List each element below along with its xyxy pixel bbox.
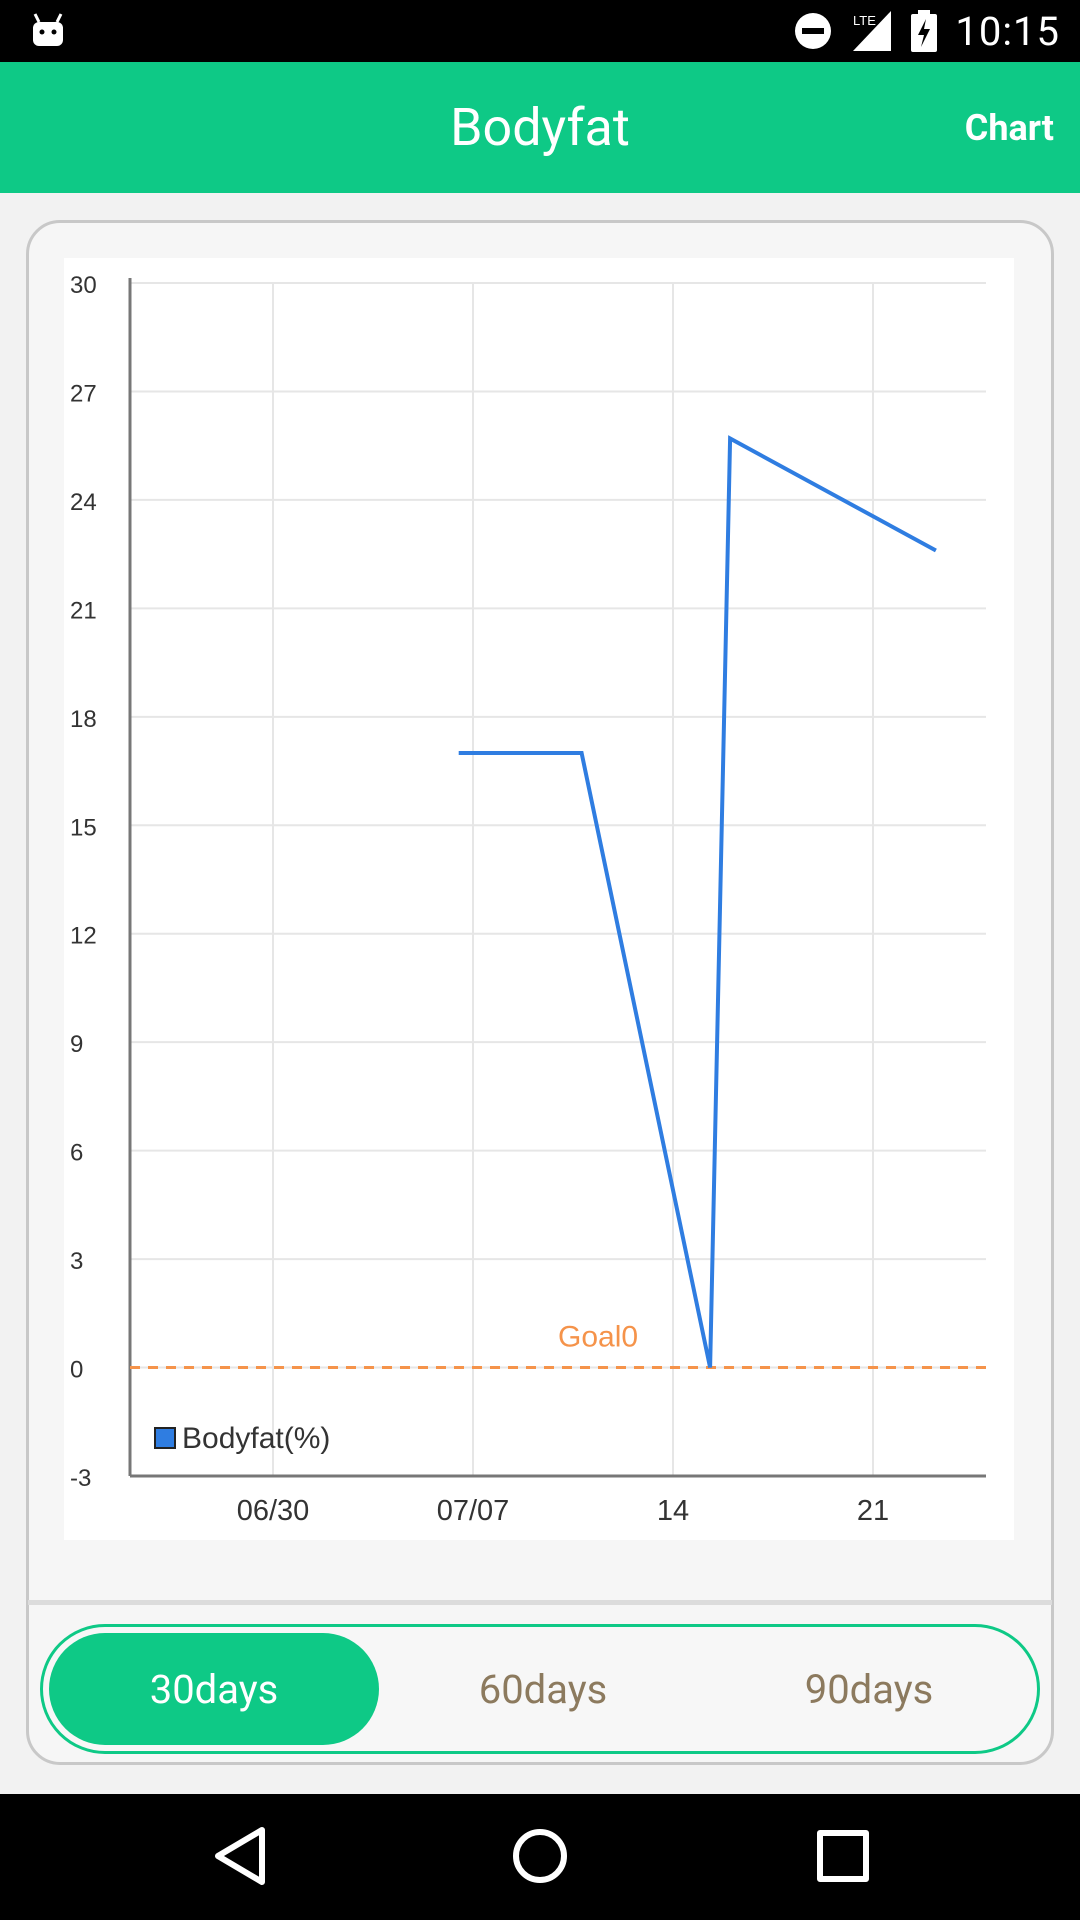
y-tick-label: 3 bbox=[70, 1248, 83, 1275]
y-tick-label: 21 bbox=[70, 597, 97, 624]
x-tick-label: 07/07 bbox=[437, 1495, 510, 1527]
x-tick-label: 14 bbox=[657, 1495, 689, 1527]
range-option-90days[interactable]: 90days bbox=[804, 1665, 934, 1713]
card-divider bbox=[28, 1600, 1052, 1605]
y-tick-label: -3 bbox=[70, 1465, 91, 1492]
navigation-bar bbox=[0, 1794, 1080, 1920]
page-title: Bodyfat bbox=[450, 97, 630, 158]
battery-charging-icon bbox=[911, 10, 938, 52]
lte-signal-icon: LTE bbox=[853, 11, 892, 51]
x-tick-label: 21 bbox=[857, 1495, 889, 1527]
range-option-60days[interactable]: 60days bbox=[478, 1665, 608, 1713]
chart-panel: 30 27 24 21 18 15 12 9 6 3 0 -3 06/30 07/07 14 21 Goal0 B… bbox=[64, 258, 1014, 1540]
back-icon[interactable] bbox=[210, 1824, 270, 1888]
legend-label: Bodyfat(%) bbox=[182, 1422, 330, 1455]
y-tick-label: 27 bbox=[70, 380, 97, 407]
y-tick-label: 18 bbox=[70, 706, 97, 733]
goal-label: Goal0 bbox=[558, 1321, 638, 1354]
app-bar: Bodyfat Chart bbox=[0, 62, 1080, 193]
status-time: 10:15 bbox=[955, 7, 1060, 55]
y-tick-label: 6 bbox=[70, 1140, 83, 1167]
y-tick-label: 0 bbox=[70, 1357, 83, 1384]
do-not-disturb-icon bbox=[795, 13, 832, 49]
y-tick-label: 12 bbox=[70, 923, 97, 950]
x-tick-label: 06/30 bbox=[237, 1495, 310, 1527]
range-option-30days[interactable]: 30days bbox=[49, 1633, 379, 1745]
y-tick-label: 30 bbox=[70, 272, 97, 299]
y-tick-label: 15 bbox=[70, 814, 97, 841]
chart-button[interactable]: Chart bbox=[964, 106, 1054, 149]
home-icon[interactable] bbox=[508, 1824, 572, 1888]
range-selector: 30days 60days 90days bbox=[40, 1624, 1040, 1754]
android-icon bbox=[33, 13, 63, 46]
recents-icon[interactable] bbox=[815, 1828, 871, 1884]
svg-text:LTE: LTE bbox=[853, 13, 876, 28]
y-tick-label: 24 bbox=[70, 489, 97, 516]
legend-swatch bbox=[154, 1427, 176, 1449]
status-bar: LTE 10:15 bbox=[0, 0, 1080, 62]
y-tick-label: 9 bbox=[70, 1031, 83, 1058]
series-line-bodyfat bbox=[458, 435, 937, 1368]
